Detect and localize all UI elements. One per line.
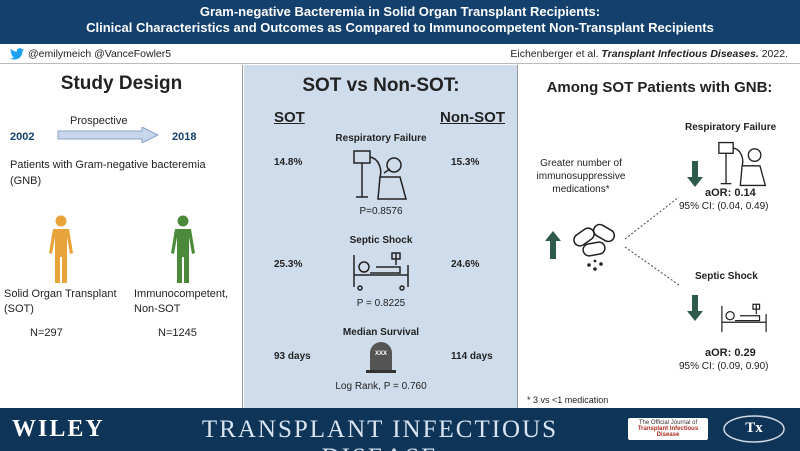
septic-shock-pvalue: P = 0.8225 xyxy=(356,298,406,309)
septic-shock-ci: 95% CI: (0.09, 0.90) xyxy=(679,361,769,372)
citation-authors: Eichenberger et al. xyxy=(510,48,599,60)
median-survival-stat: Log Rank, P = 0.760 xyxy=(335,381,427,392)
up-arrow-icon xyxy=(545,231,561,259)
septic-shock-title: Septic Shock xyxy=(349,235,413,246)
pills-icon xyxy=(573,223,616,271)
hospital-bed-icon xyxy=(721,303,767,333)
timeline-arrow-icon xyxy=(57,127,160,143)
citation: Eichenberger et al. Transplant Infectiou… xyxy=(510,44,788,64)
official-line1: The Official Journal of xyxy=(638,420,698,426)
sot-outcomes-panel: Among SOT Patients with GNB: Greater num… xyxy=(519,65,800,408)
journal-name: TRANSPLANT INFECTIOUS DISEASE xyxy=(201,416,559,451)
citation-bar: @emilymeich @VanceFowler5 Eichenberger e… xyxy=(0,44,800,64)
resp-failure-nonsot-value: 15.3% xyxy=(451,157,480,168)
study-design-panel: Study Design 2002 Prospective 2018 Patie… xyxy=(0,65,243,408)
resp-failure-sot-value: 14.8% xyxy=(274,157,303,168)
median-survival-nonsot-value: 114 days xyxy=(451,351,493,362)
resp-failure-pvalue: P=0.8576 xyxy=(359,206,403,217)
sot-outcomes-heading: Among SOT Patients with GNB: xyxy=(546,79,773,96)
wiley-logo[interactable]: WILEY xyxy=(12,416,105,442)
sot-label-line1: Solid Organ Transplant xyxy=(4,288,117,300)
comparison-panel: SOT vs Non-SOT: SOT Non-SOT Respiratory … xyxy=(244,65,518,408)
hospital-bed-icon xyxy=(353,252,409,291)
year-end: 2018 xyxy=(172,131,197,143)
twitter-handles: @emilymeich @VanceFowler5 xyxy=(10,44,171,64)
resp-failure-aor-value: 0.14 xyxy=(734,187,756,199)
septic-shock-nonsot-value: 24.6% xyxy=(451,259,480,270)
sot-label: Solid Organ Transplant (SOT) xyxy=(4,287,128,317)
septic-shock-aor: aOR: 0.29 xyxy=(705,347,756,359)
tombstone-text: XXX xyxy=(374,351,387,357)
citation-journal: Transplant Infectious Diseases. xyxy=(601,48,759,60)
down-arrow-icon xyxy=(687,161,703,187)
design-label: Prospective xyxy=(70,115,128,127)
study-design-heading: Study Design xyxy=(60,73,183,94)
nonsot-person-icon xyxy=(171,215,195,283)
resp-failure-aor-label: aOR: xyxy=(705,187,732,199)
population-text: Patients with Gram-negative bacteremia (… xyxy=(10,159,206,187)
nonsot-n: N=1245 xyxy=(158,327,197,339)
footnote: * 3 vs <1 medication xyxy=(527,395,609,405)
sot-n: N=297 xyxy=(30,327,63,339)
median-survival-title: Median Survival xyxy=(342,327,420,338)
official-line2: Transplant Infectious Disease xyxy=(637,426,699,438)
dotted-connector-lines xyxy=(624,196,680,286)
nonsot-label-line2: Non-SOT xyxy=(134,303,181,315)
right-resp-failure-title: Respiratory Failure xyxy=(685,122,777,133)
col-nonsot-header: Non-SOT xyxy=(440,109,505,126)
down-arrow-icon xyxy=(687,295,703,321)
resp-failure-aor: aOR: 0.14 xyxy=(705,187,756,199)
septic-shock-sot-value: 25.3% xyxy=(274,259,303,270)
septic-shock-aor-label: aOR: xyxy=(705,347,732,359)
ventilator-icon xyxy=(353,150,407,200)
title-banner: Gram-negative Bacteremia in Solid Organ … xyxy=(0,0,800,44)
title-line-1: Gram-negative Bacteremia in Solid Organ … xyxy=(199,4,601,19)
nonsot-label-line1: Immunocompetent, xyxy=(134,288,229,300)
journal-footer: WILEY TRANSPLANT INFECTIOUS DISEASE The … xyxy=(0,408,800,451)
col-sot-header: SOT xyxy=(274,109,305,126)
resp-failure-title: Respiratory Failure xyxy=(335,133,427,144)
twitter-bird-icon xyxy=(10,48,24,60)
exposure-text: Greater number of immunosuppressive medi… xyxy=(536,158,626,195)
tombstone-icon: XXX xyxy=(366,341,396,373)
ventilator-icon xyxy=(718,141,767,187)
right-septic-shock-title: Septic Shock xyxy=(695,271,758,282)
official-journal-badge: The Official Journal of Transplant Infec… xyxy=(628,418,708,440)
tx-society-logo[interactable]: Tx xyxy=(722,414,786,444)
title-line-2: Clinical Characteristics and Outcomes as… xyxy=(86,20,714,35)
nonsot-label: Immunocompetent, Non-SOT xyxy=(134,287,242,317)
resp-failure-ci: 95% CI: (0.04, 0.49) xyxy=(679,201,769,212)
sot-person-icon xyxy=(49,215,73,283)
septic-shock-aor-value: 0.29 xyxy=(734,347,756,359)
handles-text: @emilymeich @VanceFowler5 xyxy=(28,48,172,60)
citation-year: 2022. xyxy=(761,48,788,60)
median-survival-sot-value: 93 days xyxy=(274,351,311,362)
tx-logo-text: Tx xyxy=(745,420,763,436)
sot-label-line2: (SOT) xyxy=(4,303,34,315)
comparison-heading: SOT vs Non-SOT: xyxy=(302,75,460,96)
year-start: 2002 xyxy=(10,131,35,143)
